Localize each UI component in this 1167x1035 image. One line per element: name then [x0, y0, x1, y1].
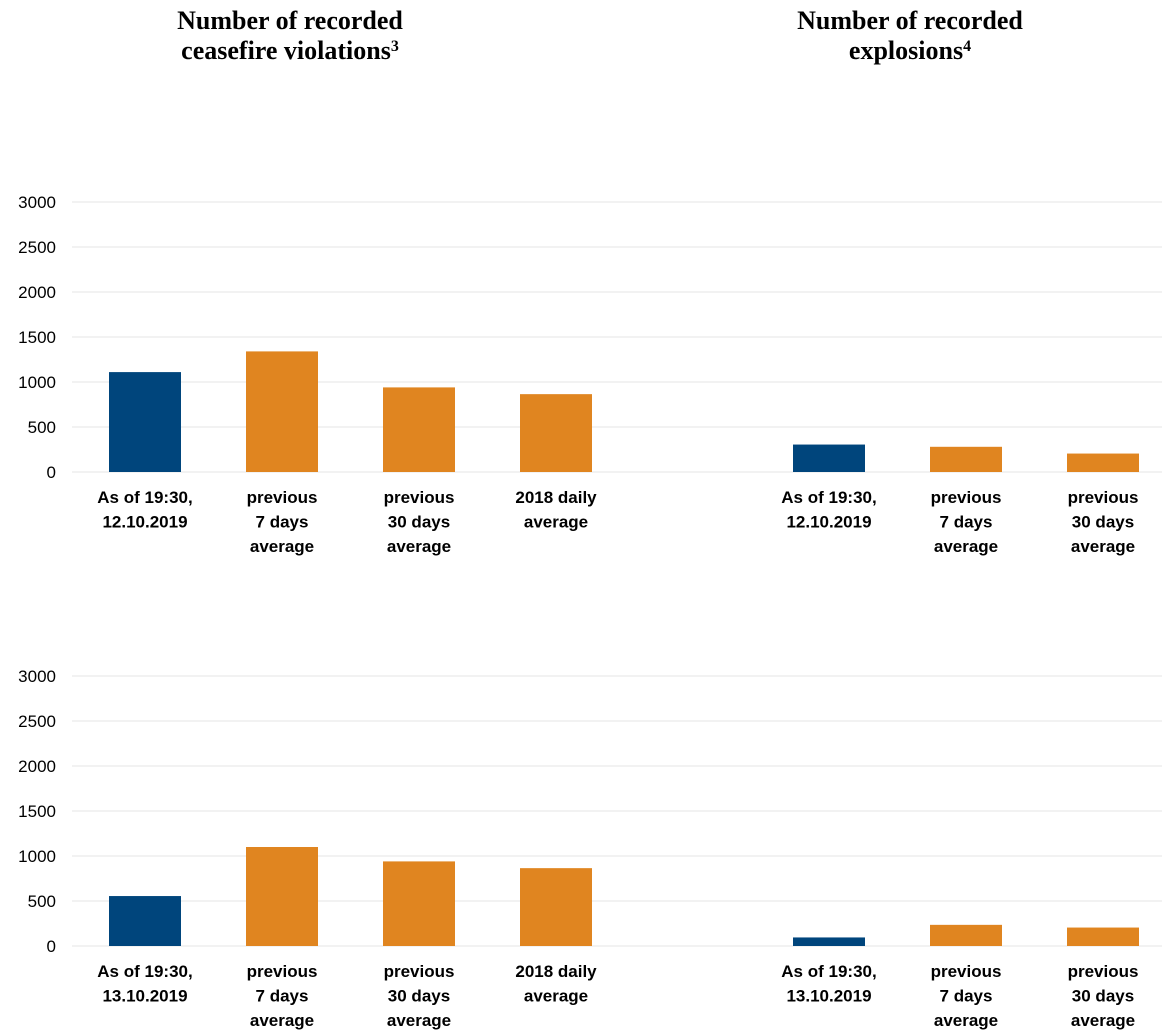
violations-bar — [109, 372, 181, 472]
violations-category-label: As of 19:30, 13.10.2019 — [97, 962, 192, 1006]
violations-bar — [109, 896, 181, 946]
explosions-category-label: As of 19:30, 12.10.2019 — [781, 488, 876, 532]
violations-category-label: 2018 daily average — [515, 962, 597, 1006]
explosions-category-label: previous 7 days average — [931, 962, 1002, 1030]
explosions-category-label: previous 30 days average — [1068, 488, 1139, 556]
violations-bar — [246, 847, 318, 946]
violations-bar — [383, 861, 455, 946]
explosions-bar — [793, 444, 865, 472]
violations-category-label: previous 7 days average — [247, 962, 318, 1030]
violations-bar — [246, 351, 318, 472]
explosions-title: Number of recorded explosions4 — [760, 6, 1060, 66]
y-tick-label: 1500 — [18, 328, 56, 347]
violations-category-label: previous 7 days average — [247, 488, 318, 556]
y-tick-label: 1000 — [18, 847, 56, 866]
y-tick-label: 500 — [28, 892, 56, 911]
violations-category-label: As of 19:30, 12.10.2019 — [97, 488, 192, 532]
y-tick-label: 2000 — [18, 757, 56, 776]
explosions-category-label: As of 19:30, 13.10.2019 — [781, 962, 876, 1006]
ceasefire-violations-title-text: Number of recorded ceasefire violations — [177, 6, 403, 65]
y-tick-label: 500 — [28, 418, 56, 437]
y-tick-label: 2500 — [18, 712, 56, 731]
violations-category-label: previous 30 days average — [384, 488, 455, 556]
y-tick-label: 1500 — [18, 802, 56, 821]
explosions-bar — [793, 937, 865, 946]
violations-category-label: previous 30 days average — [384, 962, 455, 1030]
y-tick-label: 2000 — [18, 283, 56, 302]
explosions-category-label: previous 7 days average — [931, 488, 1002, 556]
violations-bar — [383, 387, 455, 472]
explosions-bar — [930, 446, 1002, 472]
violations-category-label: 2018 daily average — [515, 488, 597, 532]
violations-bar — [520, 394, 592, 472]
y-tick-label: 0 — [47, 463, 56, 482]
explosions-footnote-mark: 4 — [963, 38, 972, 55]
ceasefire-violations-footnote-mark: 3 — [390, 38, 399, 55]
y-tick-label: 2500 — [18, 238, 56, 257]
y-tick-label: 0 — [47, 937, 56, 956]
explosions-bar — [1067, 927, 1139, 946]
y-tick-label: 3000 — [18, 193, 56, 212]
ceasefire-violations-title: Number of recorded ceasefire violations3 — [140, 6, 440, 66]
y-tick-label: 1000 — [18, 373, 56, 392]
explosions-bar — [1067, 453, 1139, 472]
explosions-category-label: previous 30 days average — [1068, 962, 1139, 1030]
violations-bar — [520, 868, 592, 946]
y-tick-label: 3000 — [18, 667, 56, 686]
explosions-bar — [930, 924, 1002, 946]
explosions-title-text: Number of recorded explosions — [797, 6, 1023, 65]
